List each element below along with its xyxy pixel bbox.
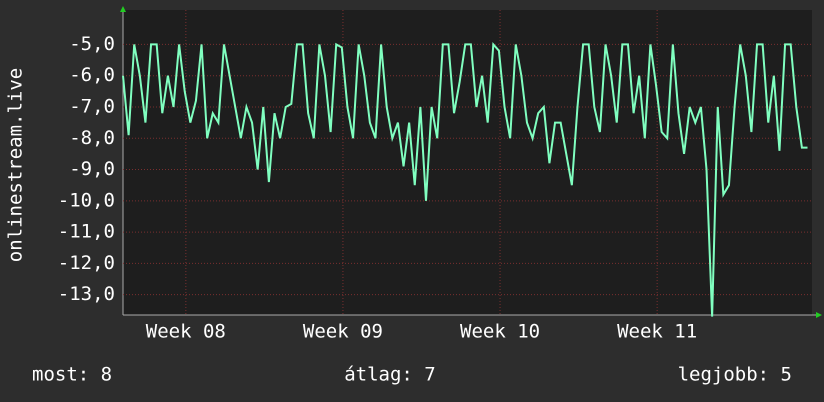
y-tick-label: -8,0 [69, 127, 115, 149]
x-tick-label: Week 11 [617, 321, 697, 343]
y-axis-arrow [120, 6, 126, 12]
x-axis-arrow [816, 312, 822, 318]
y-tick-label: -9,0 [69, 158, 115, 180]
x-tick-label: Week 08 [146, 321, 226, 343]
y-tick-label: -7,0 [69, 95, 115, 117]
footer-stat: legjobb: 5 [678, 364, 792, 386]
y-tick-label: -5,0 [69, 33, 115, 55]
y-tick-label: -13,0 [58, 283, 115, 305]
x-tick-label: Week 10 [460, 321, 540, 343]
y-tick-label: -6,0 [69, 64, 115, 86]
y-tick-label: -12,0 [58, 252, 115, 274]
footer-stat: most: 8 [32, 364, 112, 386]
y-axis-label: onlinestream.live [5, 68, 27, 262]
y-tick-label: -10,0 [58, 189, 115, 211]
data-line [122, 41, 808, 317]
y-tick-label: -11,0 [58, 221, 115, 243]
plot-area [123, 10, 812, 315]
footer-stat: átlag: 7 [344, 364, 436, 386]
x-tick-label: Week 09 [303, 321, 383, 343]
